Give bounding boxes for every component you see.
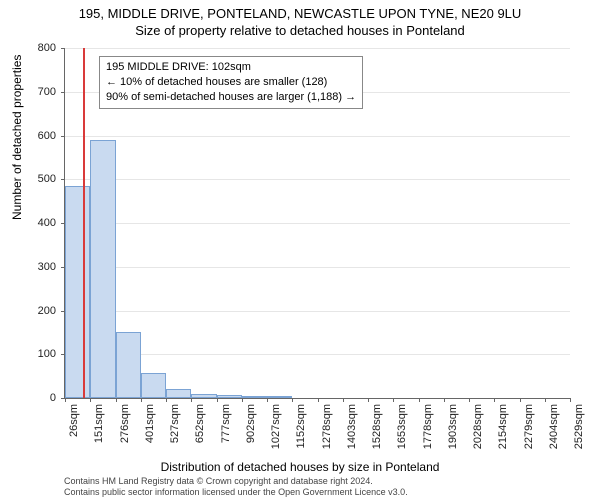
xtick-label: 276sqm	[119, 404, 131, 464]
ytick-label: 600	[0, 130, 56, 142]
xtick-mark	[393, 398, 394, 402]
histogram-bar	[65, 186, 90, 398]
histogram-bar	[191, 394, 216, 398]
xtick-label: 652sqm	[194, 404, 206, 464]
gridline	[65, 267, 570, 268]
footer: Contains HM Land Registry data © Crown c…	[64, 476, 408, 498]
xtick-mark	[267, 398, 268, 402]
ytick-label: 800	[0, 42, 56, 54]
gridline	[65, 354, 570, 355]
gridline	[65, 223, 570, 224]
ytick-mark	[61, 136, 65, 137]
xtick-mark	[116, 398, 117, 402]
xtick-mark	[545, 398, 546, 402]
xtick-label: 1403sqm	[346, 404, 358, 464]
histogram-bar	[242, 396, 267, 398]
xtick-label: 1653sqm	[396, 404, 408, 464]
chart-subtitle: Size of property relative to detached ho…	[0, 23, 600, 38]
ytick-mark	[61, 179, 65, 180]
xtick-mark	[570, 398, 571, 402]
histogram-bar	[267, 396, 292, 398]
xtick-mark	[419, 398, 420, 402]
xtick-label: 902sqm	[245, 404, 257, 464]
ytick-label: 500	[0, 173, 56, 185]
annotation-line-2: ← 10% of detached houses are smaller (12…	[106, 75, 356, 90]
ytick-mark	[61, 48, 65, 49]
ytick-label: 0	[0, 392, 56, 404]
xtick-label: 1152sqm	[295, 404, 307, 464]
gridline	[65, 311, 570, 312]
xtick-mark	[65, 398, 66, 402]
ytick-mark	[61, 92, 65, 93]
xtick-mark	[141, 398, 142, 402]
xtick-mark	[90, 398, 91, 402]
xtick-label: 777sqm	[220, 404, 232, 464]
xtick-label: 2154sqm	[497, 404, 509, 464]
histogram-bar	[90, 140, 115, 398]
annotation-line-3: 90% of semi-detached houses are larger (…	[106, 90, 356, 105]
ytick-label: 200	[0, 305, 56, 317]
xtick-label: 2279sqm	[523, 404, 535, 464]
histogram-bar	[217, 395, 242, 398]
chart-area: 195 MIDDLE DRIVE: 102sqm ← 10% of detach…	[64, 48, 569, 398]
xtick-mark	[217, 398, 218, 402]
annotation-box: 195 MIDDLE DRIVE: 102sqm ← 10% of detach…	[99, 56, 363, 109]
histogram-bar	[116, 332, 141, 398]
xtick-label: 26sqm	[68, 404, 80, 464]
xtick-label: 1528sqm	[371, 404, 383, 464]
xtick-mark	[166, 398, 167, 402]
xtick-label: 151sqm	[93, 404, 105, 464]
gridline	[65, 48, 570, 49]
xtick-mark	[292, 398, 293, 402]
xtick-mark	[318, 398, 319, 402]
gridline	[65, 179, 570, 180]
ytick-label: 300	[0, 261, 56, 273]
xtick-mark	[191, 398, 192, 402]
histogram-bar	[166, 389, 191, 398]
xtick-mark	[242, 398, 243, 402]
xtick-label: 1278sqm	[321, 404, 333, 464]
footer-line-1: Contains HM Land Registry data © Crown c…	[64, 476, 408, 487]
histogram-bar	[141, 373, 166, 398]
xtick-mark	[343, 398, 344, 402]
xtick-label: 527sqm	[169, 404, 181, 464]
ytick-label: 700	[0, 86, 56, 98]
annotation-line-1: 195 MIDDLE DRIVE: 102sqm	[106, 60, 356, 75]
ytick-label: 400	[0, 217, 56, 229]
xtick-mark	[494, 398, 495, 402]
xtick-label: 1903sqm	[447, 404, 459, 464]
footer-line-2: Contains public sector information licen…	[64, 487, 408, 498]
gridline	[65, 136, 570, 137]
xtick-label: 2404sqm	[548, 404, 560, 464]
xtick-label: 2028sqm	[472, 404, 484, 464]
xtick-label: 1027sqm	[270, 404, 282, 464]
xtick-mark	[368, 398, 369, 402]
ytick-label: 100	[0, 348, 56, 360]
xtick-mark	[469, 398, 470, 402]
xtick-mark	[520, 398, 521, 402]
xtick-label: 401sqm	[144, 404, 156, 464]
xtick-mark	[444, 398, 445, 402]
property-marker-line	[83, 48, 85, 398]
xtick-label: 2529sqm	[573, 404, 585, 464]
xtick-label: 1778sqm	[422, 404, 434, 464]
chart-container: 195, MIDDLE DRIVE, PONTELAND, NEWCASTLE …	[0, 0, 600, 500]
chart-title: 195, MIDDLE DRIVE, PONTELAND, NEWCASTLE …	[0, 0, 600, 23]
